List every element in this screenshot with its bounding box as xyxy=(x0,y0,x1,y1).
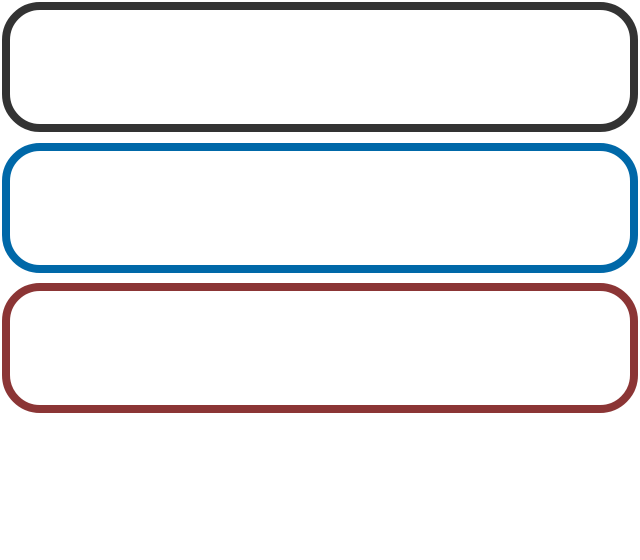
box-red xyxy=(2,283,638,413)
box-dark-gray xyxy=(2,2,638,132)
box-blue xyxy=(2,143,638,273)
